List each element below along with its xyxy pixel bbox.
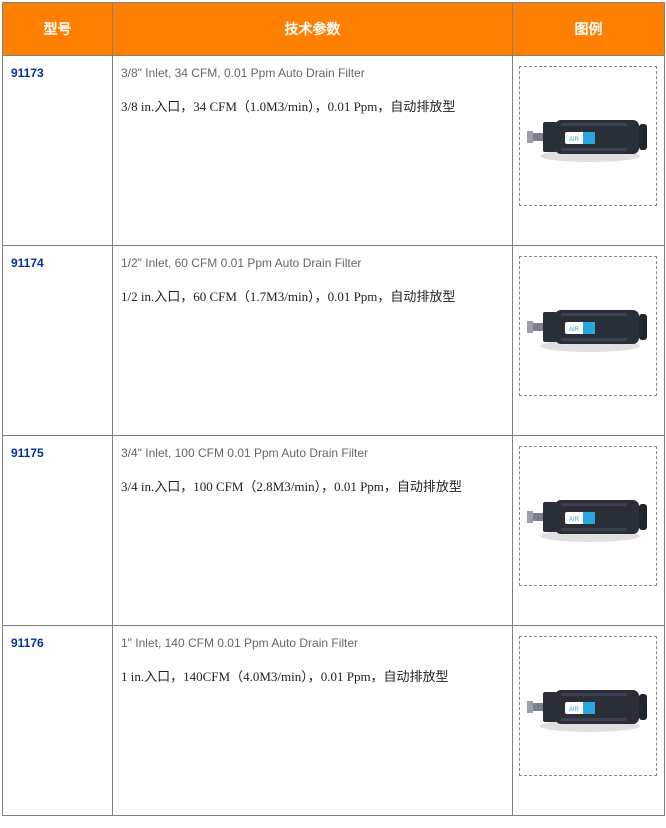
cell-image: AIR: [513, 56, 665, 246]
cell-image: AIR: [513, 246, 665, 436]
product-image-frame: AIR: [519, 446, 657, 586]
table-row: 91175 3/4" Inlet, 100 CFM 0.01 Ppm Auto …: [3, 436, 665, 626]
header-image: 图例: [513, 3, 665, 56]
cell-image: AIR: [513, 626, 665, 816]
cell-model: 91173: [3, 56, 113, 246]
filter-product-icon: AIR: [525, 486, 651, 546]
cell-spec: 1" Inlet, 140 CFM 0.01 Ppm Auto Drain Fi…: [113, 626, 513, 816]
model-number: 91174: [11, 256, 44, 270]
product-image-frame: AIR: [519, 66, 657, 206]
svg-text:AIR: AIR: [569, 517, 580, 523]
header-spec: 技术参数: [113, 3, 513, 56]
cell-spec: 3/4" Inlet, 100 CFM 0.01 Ppm Auto Drain …: [113, 436, 513, 626]
product-image-frame: AIR: [519, 256, 657, 396]
cell-model: 91176: [3, 626, 113, 816]
table-row: 91176 1" Inlet, 140 CFM 0.01 Ppm Auto Dr…: [3, 626, 665, 816]
svg-text:AIR: AIR: [569, 327, 580, 333]
product-spec-table: 型号 技术参数 图例 91173 3/8" Inlet, 34 CFM, 0.0…: [2, 2, 665, 816]
spec-chinese: 1 in.入口，140CFM（4.0M3/min），0.01 Ppm，自动排放型: [121, 666, 504, 685]
header-model: 型号: [3, 3, 113, 56]
spec-chinese: 3/4 in.入口，100 CFM（2.8M3/min），0.01 Ppm，自动…: [121, 476, 504, 495]
cell-image: AIR: [513, 436, 665, 626]
svg-text:AIR: AIR: [569, 707, 580, 713]
model-number: 91175: [11, 446, 44, 460]
cell-spec: 3/8" Inlet, 34 CFM, 0.01 Ppm Auto Drain …: [113, 56, 513, 246]
spec-english: 3/8" Inlet, 34 CFM, 0.01 Ppm Auto Drain …: [121, 66, 504, 80]
filter-product-icon: AIR: [525, 296, 651, 356]
product-image-frame: AIR: [519, 636, 657, 776]
cell-spec: 1/2" Inlet, 60 CFM 0.01 Ppm Auto Drain F…: [113, 246, 513, 436]
svg-text:AIR: AIR: [569, 137, 580, 143]
model-number: 91173: [11, 66, 44, 80]
spec-chinese: 3/8 in.入口，34 CFM（1.0M3/min），0.01 Ppm，自动排…: [121, 96, 504, 115]
cell-model: 91175: [3, 436, 113, 626]
table-header-row: 型号 技术参数 图例: [3, 3, 665, 56]
model-number: 91176: [11, 636, 44, 650]
table-row: 91174 1/2" Inlet, 60 CFM 0.01 Ppm Auto D…: [3, 246, 665, 436]
filter-product-icon: AIR: [525, 676, 651, 736]
table-row: 91173 3/8" Inlet, 34 CFM, 0.01 Ppm Auto …: [3, 56, 665, 246]
spec-english: 1/2" Inlet, 60 CFM 0.01 Ppm Auto Drain F…: [121, 256, 504, 270]
filter-product-icon: AIR: [525, 106, 651, 166]
spec-chinese: 1/2 in.入口，60 CFM（1.7M3/min），0.01 Ppm，自动排…: [121, 286, 504, 305]
spec-english: 1" Inlet, 140 CFM 0.01 Ppm Auto Drain Fi…: [121, 636, 504, 650]
cell-model: 91174: [3, 246, 113, 436]
spec-english: 3/4" Inlet, 100 CFM 0.01 Ppm Auto Drain …: [121, 446, 504, 460]
